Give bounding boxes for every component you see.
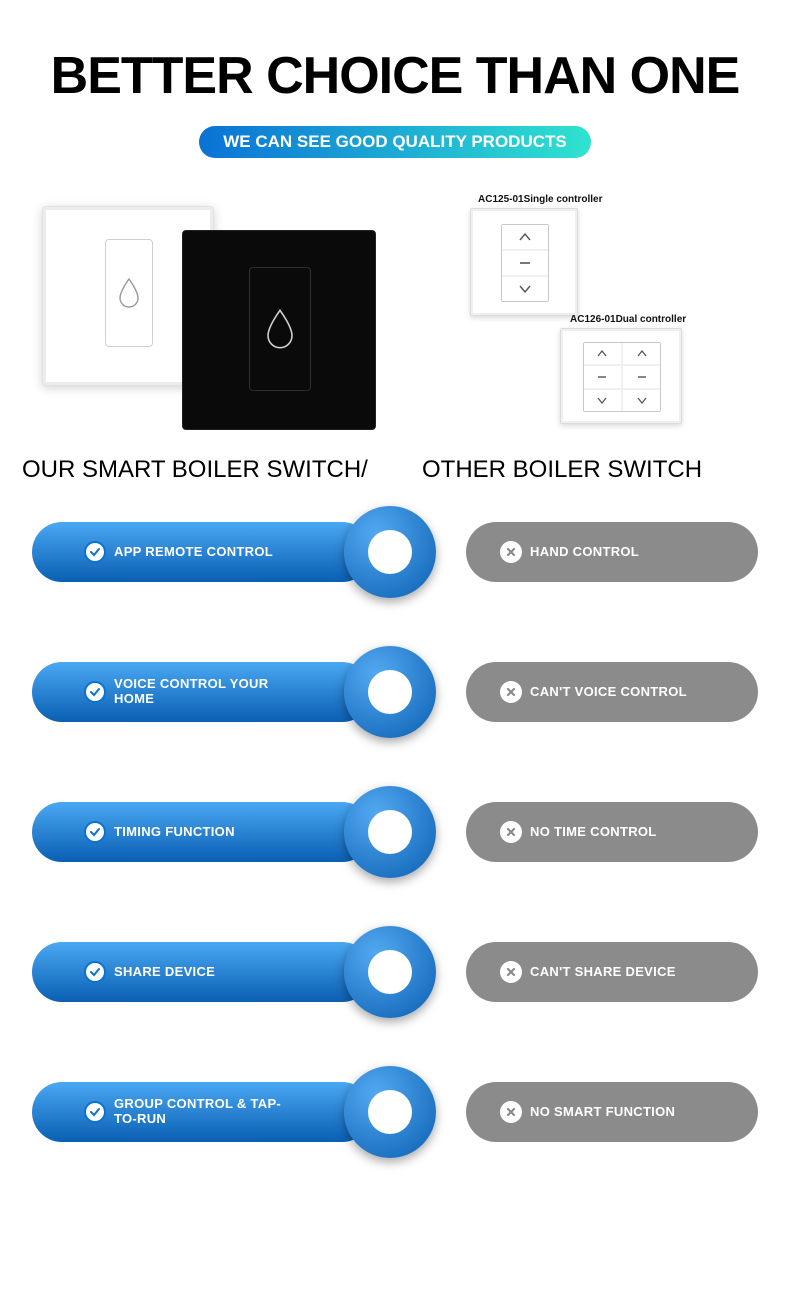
feature-pill-other: NO SMART FUNCTION [466, 1082, 758, 1142]
chevron-up-icon [519, 233, 531, 241]
comparison-row: TIMING FUNCTION NO TIME CONTROL [28, 784, 762, 892]
product-row: AC125-01Single controller AC126-01Dual c… [0, 188, 790, 448]
controller-1 [470, 208, 578, 316]
cross-icon [500, 541, 522, 563]
chevron-down-icon [637, 397, 647, 404]
controller-button [502, 251, 548, 275]
check-icon [84, 1101, 106, 1123]
feature-pill-ours: GROUP CONTROL & TAP-TO-RUN [32, 1082, 372, 1142]
comparison-row: SHARE DEVICE CAN'T SHARE DEVICE [28, 924, 762, 1032]
feature-pill-other: NO TIME CONTROL [466, 802, 758, 862]
center-knob [344, 1066, 436, 1158]
center-knob [344, 646, 436, 738]
feature-label: CAN'T SHARE DEVICE [530, 965, 676, 980]
feature-label: NO TIME CONTROL [530, 825, 657, 840]
feature-label: NO SMART FUNCTION [530, 1105, 675, 1120]
feature-label: GROUP CONTROL & TAP-TO-RUN [114, 1097, 284, 1127]
feature-label: SHARE DEVICE [114, 965, 215, 980]
switch-touchpad [249, 267, 311, 391]
check-icon [84, 821, 106, 843]
feature-pill-other: CAN'T SHARE DEVICE [466, 942, 758, 1002]
chevron-down-icon [597, 397, 607, 404]
comparison-rows: APP REMOTE CONTROL HAND CONTROL VOICE CONT… [0, 504, 790, 1172]
chevron-up-icon [637, 350, 647, 357]
chevron-up-icon [597, 350, 607, 357]
cross-icon [500, 681, 522, 703]
feature-label: VOICE CONTROL YOUR HOME [114, 677, 284, 707]
feature-pill-ours: VOICE CONTROL YOUR HOME [32, 662, 372, 722]
water-drop-icon [118, 278, 140, 308]
check-icon [84, 681, 106, 703]
center-knob [344, 506, 436, 598]
feature-label: HAND CONTROL [530, 545, 639, 560]
feature-label: CAN'T VOICE CONTROL [530, 685, 687, 700]
feature-label: APP REMOTE CONTROL [114, 545, 273, 560]
controller-2 [560, 328, 682, 424]
feature-pill-ours: TIMING FUNCTION [32, 802, 372, 862]
controller-button [502, 277, 548, 301]
center-knob [344, 786, 436, 878]
cross-icon [500, 1101, 522, 1123]
comparison-row: VOICE CONTROL YOUR HOME CAN'T VOICE CONTR… [28, 644, 762, 752]
controller-button [623, 390, 660, 411]
column-heading-left: OUR SMART BOILER SWITCH/ [22, 456, 422, 484]
check-icon [84, 541, 106, 563]
feature-pill-ours: APP REMOTE CONTROL [32, 522, 372, 582]
feature-pill-ours: SHARE DEVICE [32, 942, 372, 1002]
controller-2-label: AC126-01Dual controller [570, 314, 686, 325]
cross-icon [500, 961, 522, 983]
page-title: BETTER CHOICE THAN ONE [0, 46, 790, 106]
product-switch-black [182, 230, 376, 430]
subtitle-pill: WE CAN SEE GOOD QUALITY PRODUCTS [199, 126, 591, 158]
controller-button [584, 343, 621, 364]
controller-button [584, 390, 621, 411]
dash-icon [637, 375, 647, 379]
dash-icon [519, 261, 531, 265]
check-icon [84, 961, 106, 983]
center-knob [344, 926, 436, 1018]
controller-button [623, 366, 660, 387]
cross-icon [500, 821, 522, 843]
controller-button [502, 225, 548, 249]
feature-pill-other: CAN'T VOICE CONTROL [466, 662, 758, 722]
controller-1-label: AC125-01Single controller [478, 194, 602, 205]
column-heading-right: OTHER BOILER SWITCH [422, 456, 768, 484]
controller-button [623, 343, 660, 364]
switch-touchpad [105, 239, 153, 347]
dash-icon [597, 375, 607, 379]
column-headings: OUR SMART BOILER SWITCH/ OTHER BOILER SW… [0, 456, 790, 484]
water-drop-icon [265, 309, 295, 349]
chevron-down-icon [519, 285, 531, 293]
feature-pill-other: HAND CONTROL [466, 522, 758, 582]
feature-label: TIMING FUNCTION [114, 825, 235, 840]
controller-button [584, 366, 621, 387]
comparison-row: APP REMOTE CONTROL HAND CONTROL [28, 504, 762, 612]
comparison-row: GROUP CONTROL & TAP-TO-RUN NO SMART FUNCT… [28, 1064, 762, 1172]
